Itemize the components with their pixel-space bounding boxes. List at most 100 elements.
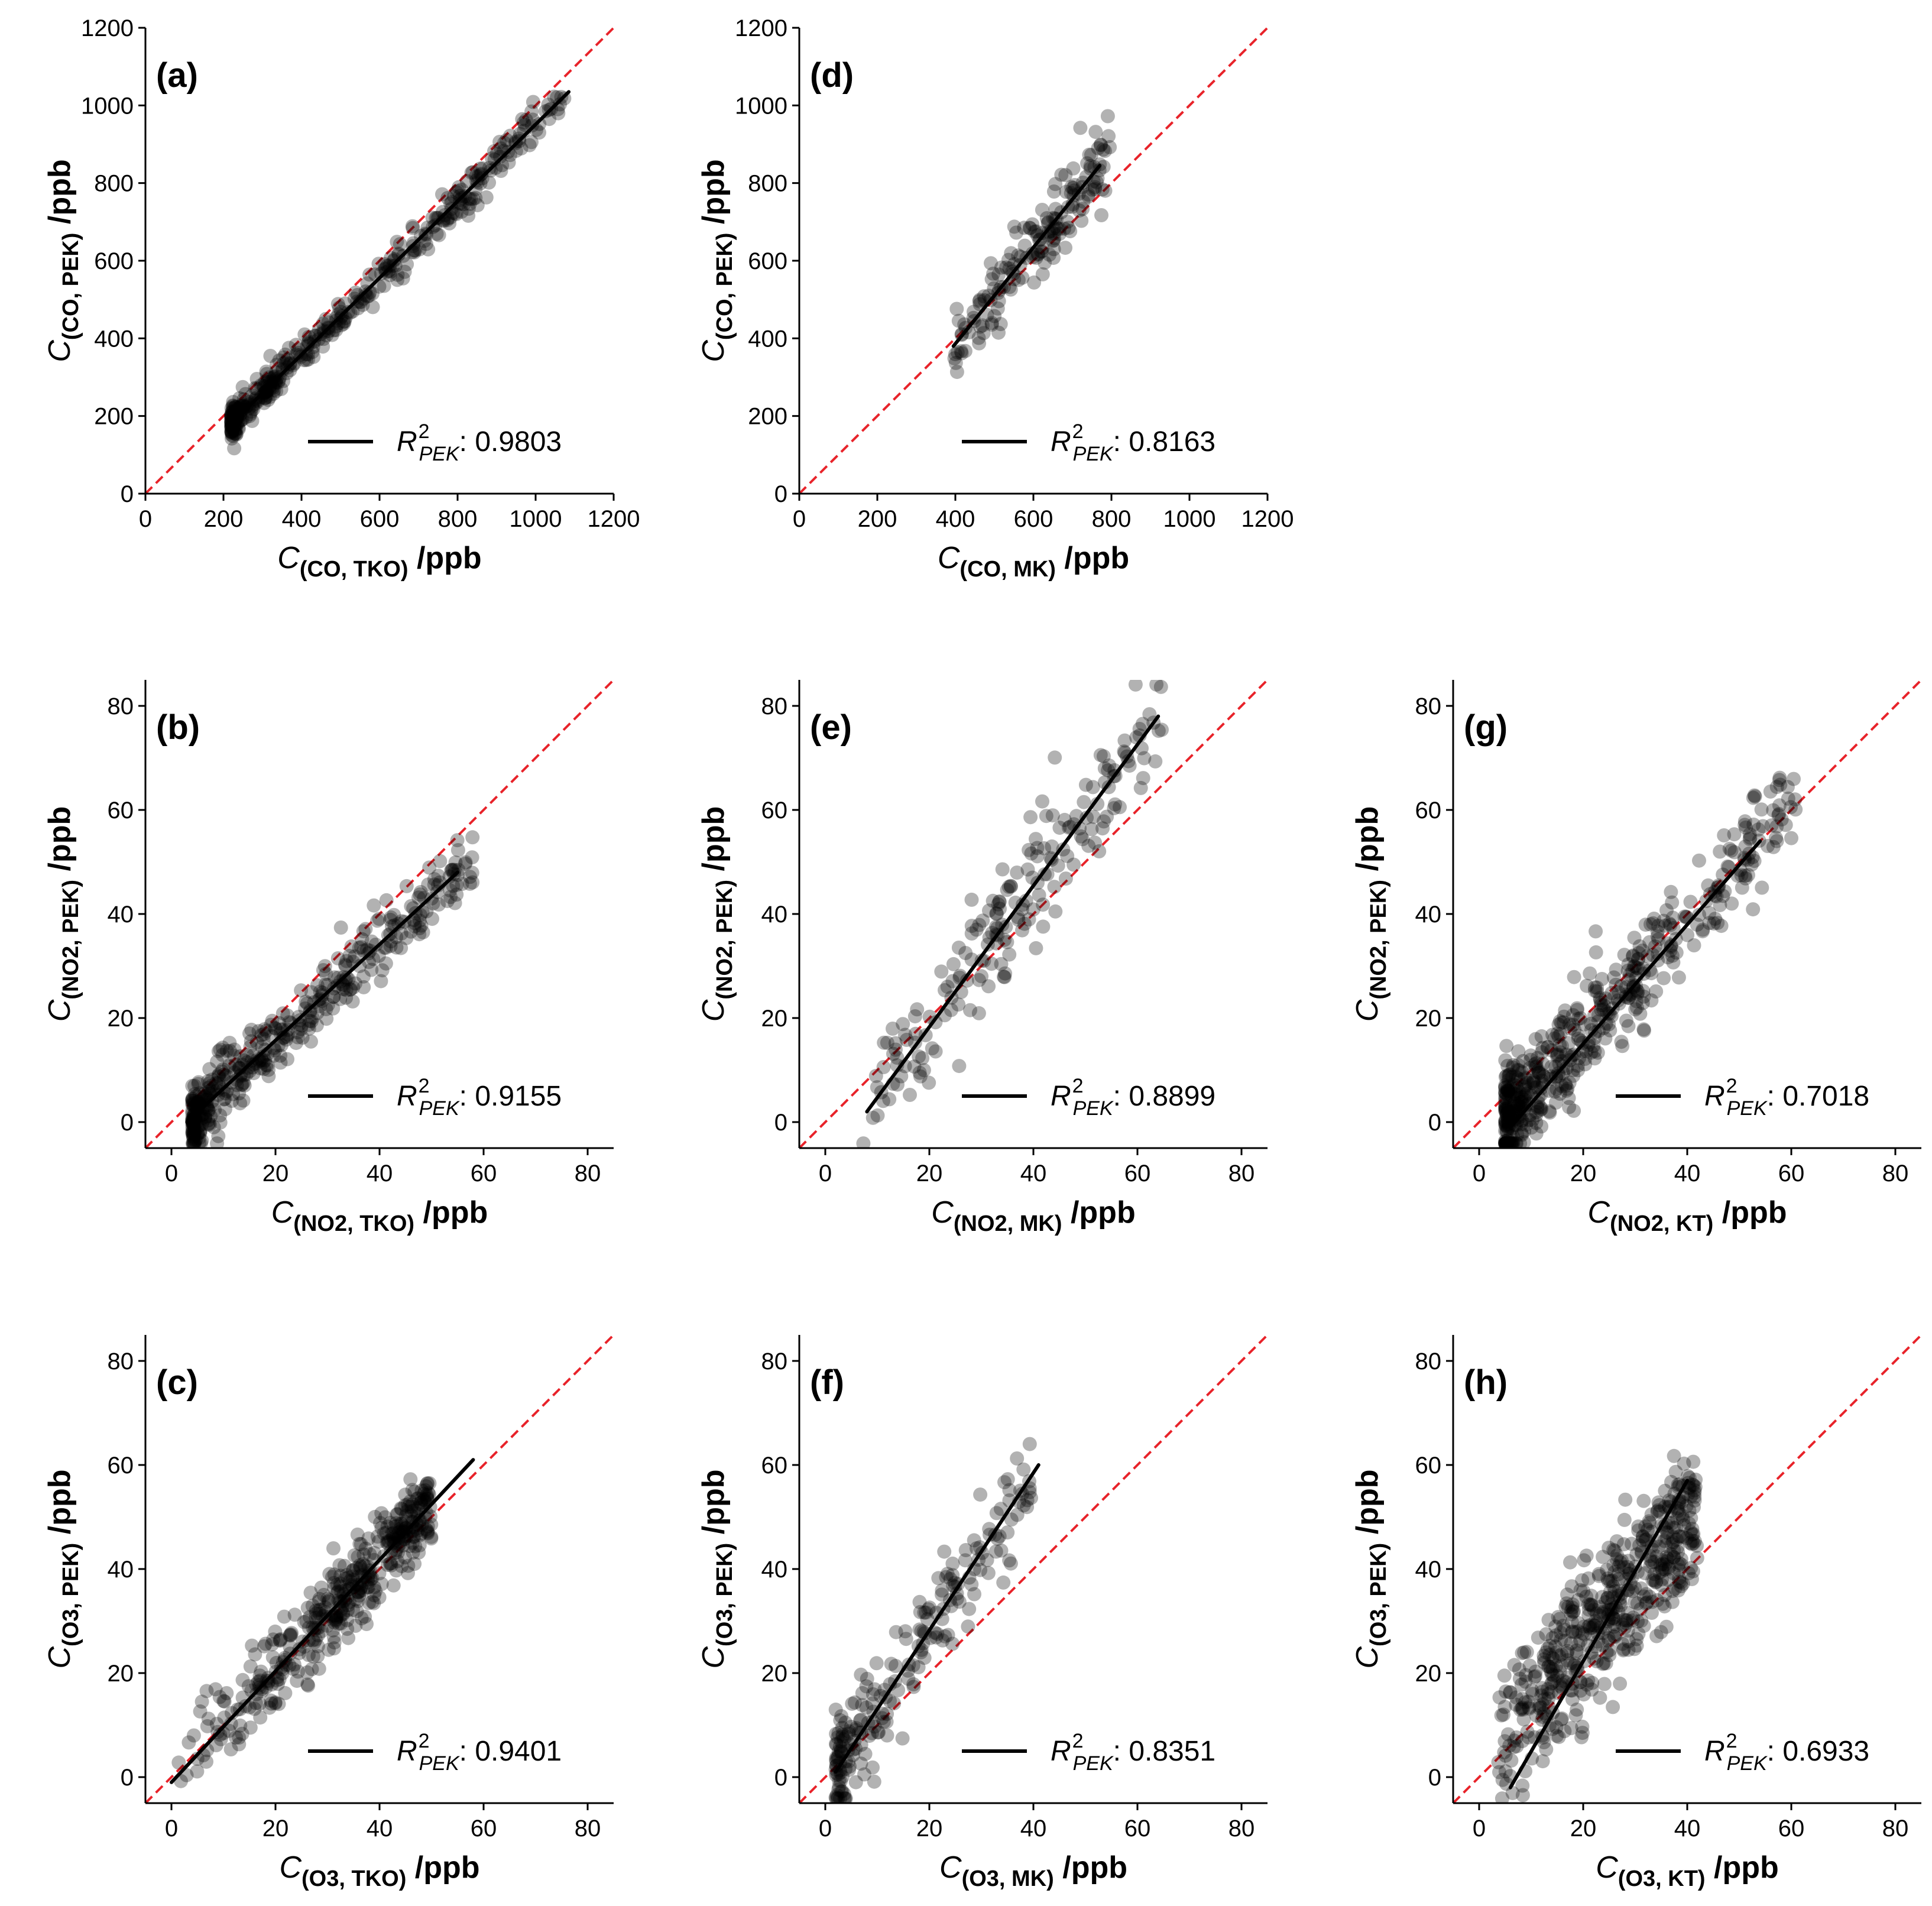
data-point: [1544, 1043, 1559, 1058]
data-point: [1097, 814, 1111, 829]
data-point: [1636, 1619, 1651, 1633]
data-point: [1772, 798, 1787, 813]
data-point: [403, 1472, 418, 1487]
data-point: [1512, 1662, 1526, 1677]
data-point: [1500, 1080, 1515, 1094]
data-point: [1083, 158, 1098, 173]
data-point: [193, 1136, 208, 1148]
data-point: [394, 1517, 409, 1532]
data-point: [1505, 1088, 1519, 1103]
data-point: [1701, 878, 1716, 893]
data-point: [325, 328, 339, 342]
data-point: [1015, 923, 1029, 938]
data-point: [320, 1591, 335, 1606]
data-point: [997, 1475, 1012, 1490]
data-point: [1738, 839, 1753, 854]
data-point: [232, 391, 247, 406]
data-point: [368, 1584, 383, 1599]
data-point: [1626, 1610, 1641, 1625]
data-point: [200, 1100, 215, 1114]
data-point: [903, 1088, 917, 1102]
data-point: [830, 1791, 845, 1803]
data-point: [1559, 1083, 1574, 1098]
data-point: [1518, 1674, 1533, 1689]
data-point: [371, 948, 386, 963]
data-point: [1570, 1646, 1584, 1661]
data-point: [930, 1626, 945, 1641]
data-point: [310, 1649, 325, 1664]
data-point: [455, 877, 469, 892]
x-tick-label: 60: [471, 1161, 497, 1187]
data-point: [1645, 1606, 1659, 1620]
y-tick-label: 40: [1415, 902, 1442, 928]
data-point: [972, 336, 987, 351]
data-point: [1702, 906, 1717, 920]
data-point: [1525, 1113, 1540, 1127]
data-point: [405, 1514, 420, 1529]
data-point: [1532, 1698, 1547, 1713]
data-point: [259, 364, 274, 379]
y-tick-label: 1000: [81, 93, 134, 119]
data-point: [243, 1720, 258, 1735]
data-point: [1685, 1564, 1700, 1578]
data-point: [1654, 1625, 1668, 1639]
data-point: [224, 420, 239, 435]
data-point: [1133, 780, 1148, 795]
data-point: [1545, 1722, 1560, 1736]
data-point: [423, 1509, 437, 1524]
data-point: [1528, 1080, 1542, 1095]
y-tick-label: 60: [108, 1453, 134, 1479]
data-point: [213, 1115, 228, 1130]
data-point: [314, 1580, 329, 1595]
data-point: [1587, 1618, 1602, 1633]
data-point: [1688, 1480, 1703, 1495]
data-point: [880, 1035, 894, 1050]
data-point: [1591, 1008, 1606, 1022]
data-point: [334, 318, 349, 332]
data-point: [1549, 1720, 1564, 1735]
data-point: [286, 1661, 300, 1676]
data-point: [1519, 1071, 1534, 1086]
data-point: [405, 1535, 420, 1550]
data-point: [835, 1727, 850, 1742]
data-point: [1638, 1566, 1652, 1581]
data-point: [300, 1677, 315, 1692]
x-tick-label: 600: [1014, 506, 1053, 532]
data-point: [233, 1069, 248, 1084]
data-point: [1007, 219, 1022, 234]
data-point: [1565, 1600, 1580, 1615]
data-point: [466, 192, 481, 206]
fit-line: [865, 714, 1161, 1114]
data-point: [224, 424, 239, 439]
data-point: [1668, 1464, 1683, 1479]
data-point: [322, 324, 336, 338]
data-point: [1534, 1700, 1548, 1715]
data-point: [1550, 1081, 1564, 1096]
data-point: [310, 1006, 325, 1020]
data-point: [1659, 1619, 1674, 1634]
data-point: [449, 185, 463, 200]
data-point: [1153, 680, 1168, 694]
data-point: [1035, 203, 1049, 217]
data-point: [1519, 1668, 1533, 1683]
data-point: [413, 1513, 427, 1528]
data-point: [1635, 1529, 1650, 1544]
data-point: [888, 1036, 903, 1051]
data-point: [219, 1043, 234, 1058]
data-point: [1627, 1642, 1642, 1657]
data-point: [1649, 1574, 1664, 1589]
data-point: [291, 1664, 306, 1679]
data-point: [442, 216, 457, 231]
data-point: [1504, 1136, 1519, 1148]
data-point: [1544, 1664, 1558, 1678]
data-point: [1591, 1567, 1606, 1581]
data-point: [1665, 1594, 1680, 1609]
data-point: [945, 974, 960, 988]
data-point: [320, 997, 335, 1012]
data-point: [219, 1686, 234, 1700]
data-point: [1082, 147, 1097, 162]
data-point: [374, 1577, 389, 1591]
data-point: [949, 365, 964, 380]
data-point: [1498, 1114, 1513, 1129]
data-point: [1540, 1040, 1555, 1055]
